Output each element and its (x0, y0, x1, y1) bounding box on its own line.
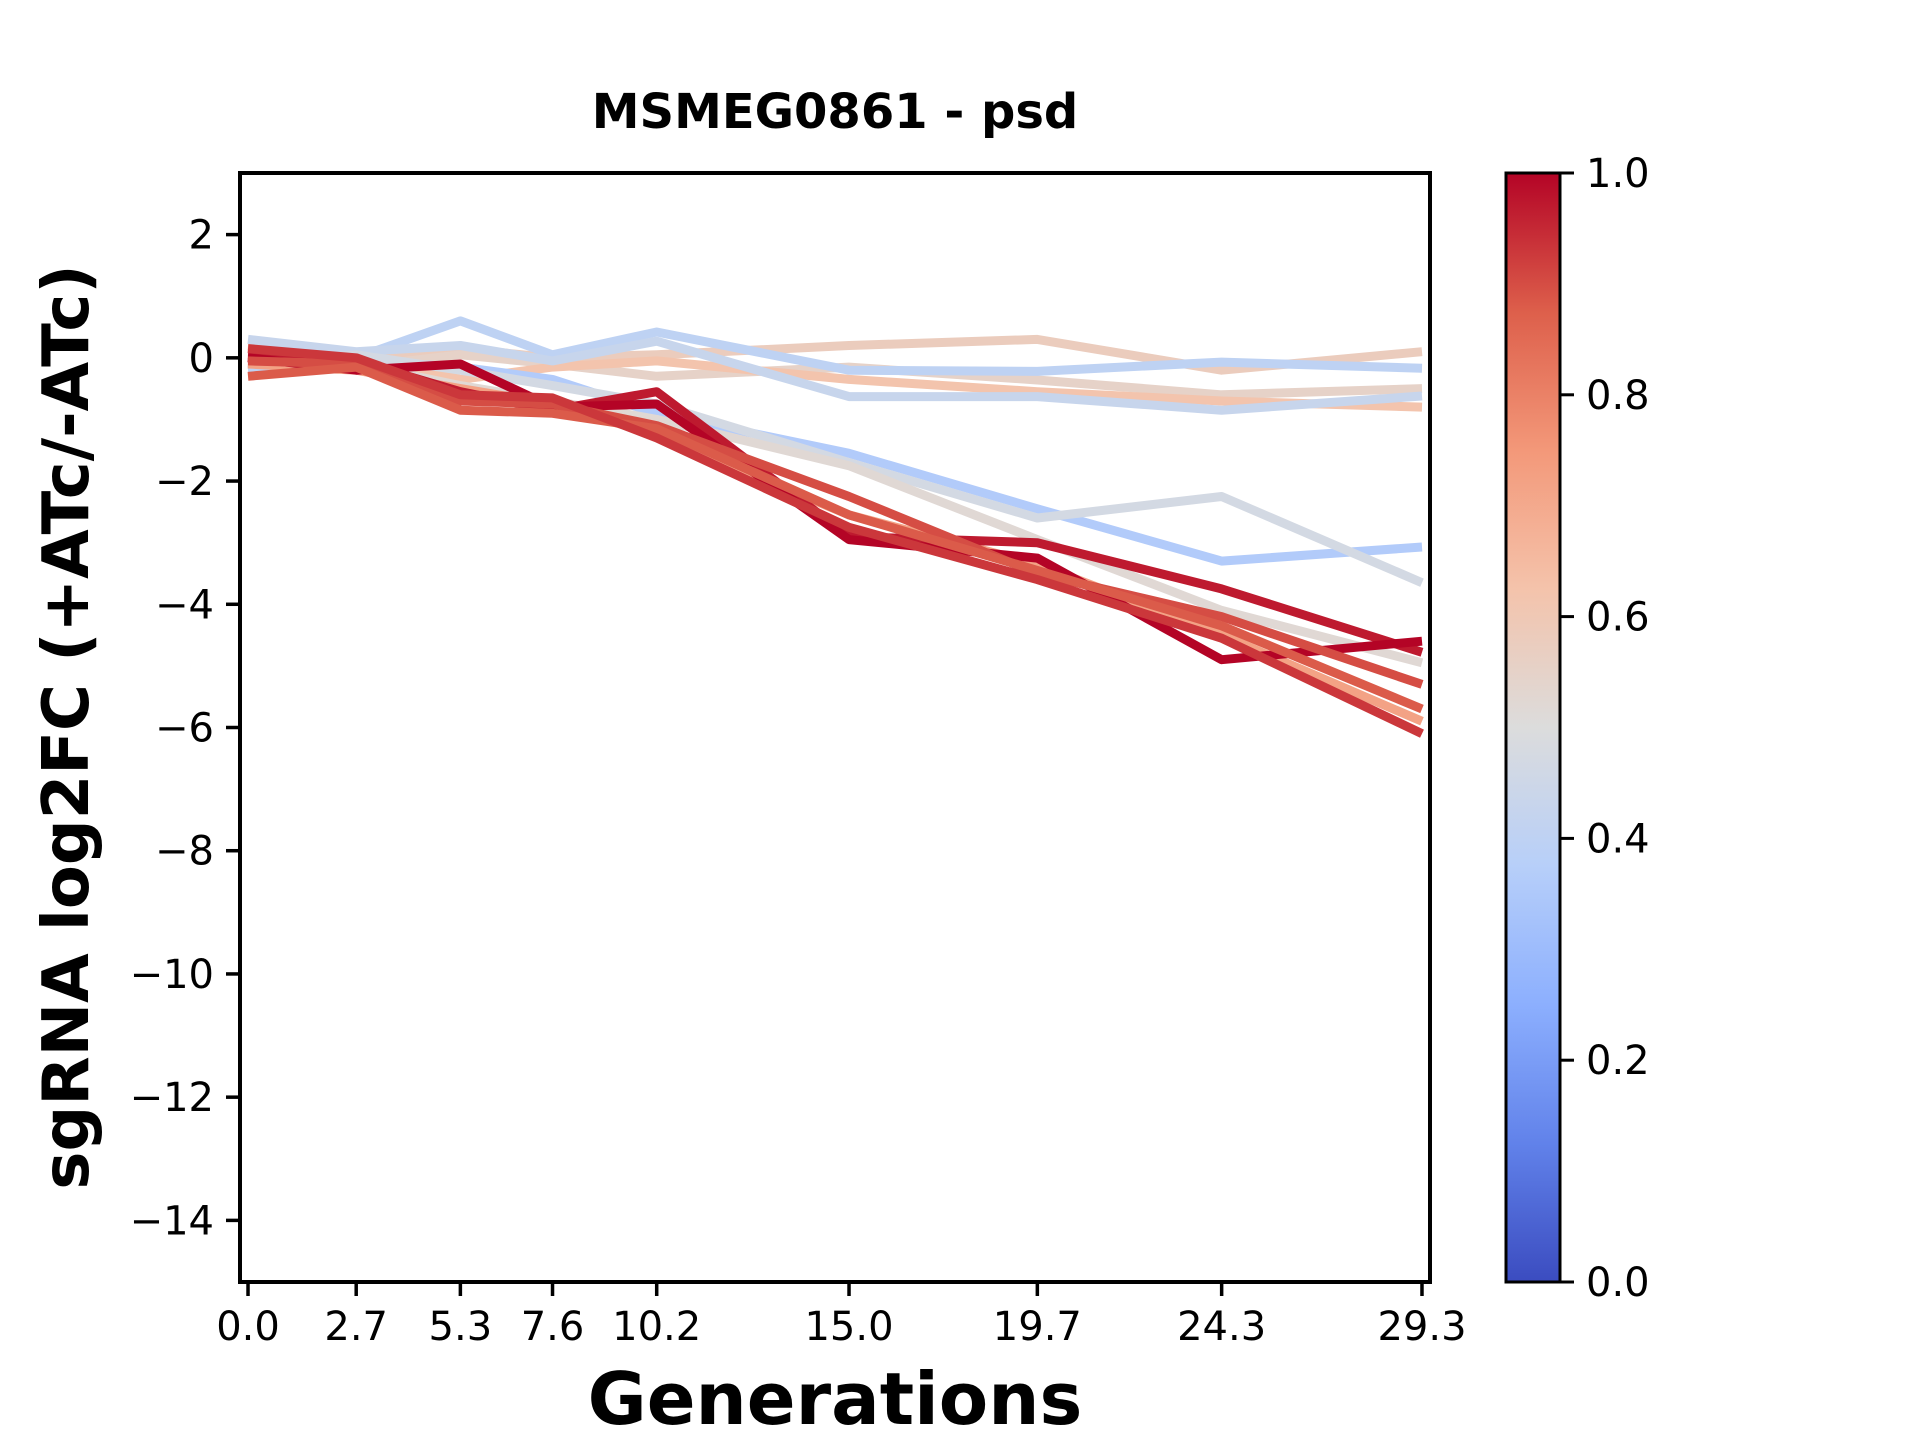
y-tick-label: −4 (155, 582, 214, 628)
x-tick-label: 29.3 (1377, 1304, 1466, 1350)
colorbar-tick-label: 0.4 (1586, 816, 1650, 862)
colorbar-tick-label: 0.8 (1586, 373, 1650, 419)
colorbar-tick-label: 1.0 (1586, 151, 1650, 197)
y-tick-label: −12 (130, 1075, 214, 1121)
y-tick-label: −6 (155, 706, 214, 752)
x-tick-label: 15.0 (804, 1304, 893, 1350)
colorbar-tick-label: 0.0 (1586, 1260, 1650, 1306)
x-tick-label: 2.7 (324, 1304, 388, 1350)
series-line (247, 359, 1424, 726)
y-axis-label: sgRNA log2FC (+ATc/-ATc) (30, 264, 104, 1189)
y-tick-label: −8 (155, 829, 214, 875)
colorbar-tick-label: 0.2 (1586, 1038, 1650, 1084)
series-lines-group (247, 316, 1424, 738)
x-axis-label: Generations (588, 1357, 1083, 1440)
y-tick-label: 2 (189, 213, 214, 259)
series-line (247, 344, 1424, 738)
series-line (247, 334, 1423, 375)
colorbar-border (1504, 171, 1562, 1284)
series-line (247, 334, 1423, 415)
colorbar-gradient (1506, 173, 1560, 1282)
x-tick-label: 19.7 (993, 1304, 1082, 1350)
x-tick-label: 7.6 (521, 1304, 585, 1350)
series-line (247, 362, 1424, 714)
y-tick-label: −14 (130, 1198, 214, 1244)
colorbar-tick-label: 0.6 (1586, 595, 1650, 641)
x-tick-label: 0.0 (216, 1304, 280, 1350)
x-tick-label: 24.3 (1177, 1304, 1266, 1350)
y-tick-label: 0 (189, 336, 214, 382)
chart-title: MSMEG0861 - psd (592, 84, 1079, 140)
y-tick-label: −2 (155, 459, 214, 505)
y-tick-label: −10 (130, 952, 214, 998)
x-tick-label: 5.3 (429, 1304, 493, 1350)
x-tick-label: 10.2 (612, 1304, 701, 1350)
